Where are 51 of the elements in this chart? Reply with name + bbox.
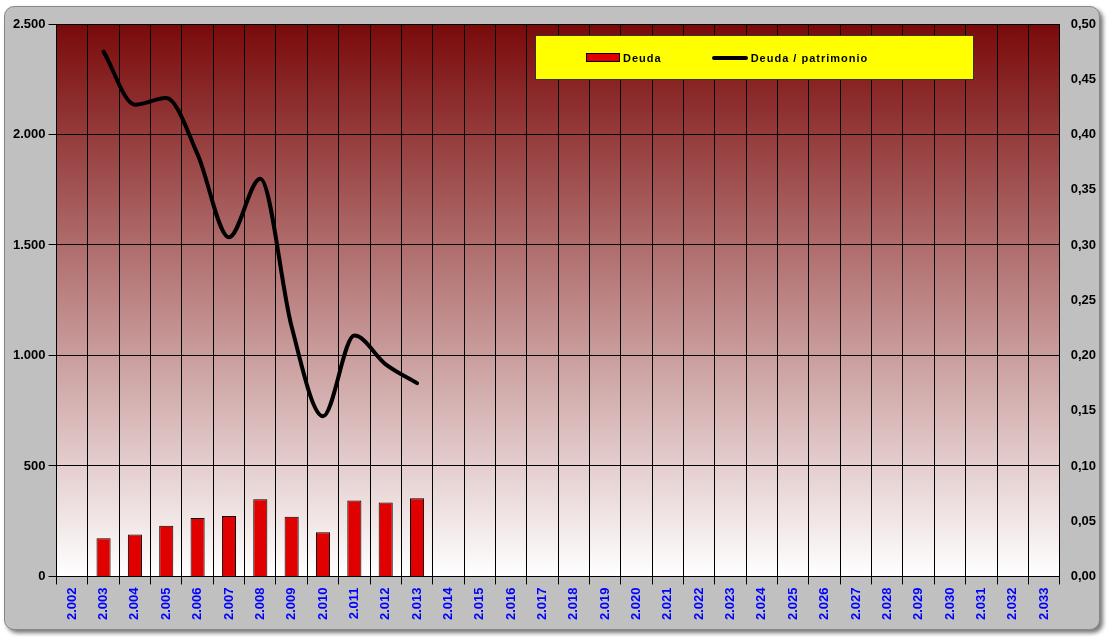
y2-tick-label: 0,50 — [1070, 15, 1097, 31]
y-tick-label: 2.500 — [12, 15, 46, 31]
x-tick-label: 2.008 — [251, 587, 267, 621]
x-tick-label: 2.027 — [847, 587, 863, 621]
x-tick-label: 2.024 — [753, 586, 769, 621]
x-tick-label: 2.031 — [972, 587, 988, 621]
y2-tick-label: 0,35 — [1070, 181, 1097, 197]
x-tick-label: 2.029 — [910, 587, 926, 621]
x-tick-label: 2.025 — [784, 587, 800, 621]
x-tick-label: 2.026 — [816, 587, 832, 621]
x-tick-label: 2.023 — [722, 587, 738, 621]
y-tick-label: 500 — [23, 457, 46, 473]
x-tick-label: 2.014 — [439, 586, 455, 621]
x-tick-label: 2.032 — [1004, 587, 1020, 621]
x-tick-label: 2.017 — [534, 587, 550, 621]
y2-tick-label: 0,15 — [1070, 402, 1097, 418]
x-tick-label: 2.004 — [126, 586, 142, 621]
x-tick-label: 2.007 — [220, 587, 236, 621]
legend-label: Deuda — [623, 51, 662, 64]
x-tick-label: 2.010 — [314, 587, 330, 621]
x-tick-label: 2.003 — [95, 587, 111, 621]
y2-tick-label: 0,40 — [1070, 126, 1097, 142]
y2-tick-label: 0,30 — [1070, 236, 1097, 252]
y-tick-label: 1.500 — [12, 236, 46, 252]
x-tick-label: 2.030 — [941, 587, 957, 621]
x-tick-label: 2.015 — [471, 587, 487, 621]
x-tick-label: 2.016 — [502, 587, 518, 621]
x-tick-label: 2.013 — [408, 587, 424, 621]
x-tick-label: 2.002 — [63, 587, 79, 621]
y-tick-label: 0 — [38, 568, 46, 584]
x-tick-label: 2.028 — [878, 587, 894, 621]
y2-tick-label: 0,25 — [1070, 291, 1097, 307]
y2-tick-label: 0,10 — [1070, 457, 1097, 473]
x-tick-label: 2.021 — [659, 587, 675, 621]
x-tick-label: 2.005 — [157, 587, 173, 621]
x-tick-label: 2.019 — [596, 587, 612, 621]
y-tick-label: 2.000 — [12, 126, 46, 142]
y2-tick-label: 0,00 — [1070, 568, 1097, 584]
y-tick-label: 1.000 — [12, 347, 46, 363]
legend-label: Deuda / patrimonio — [750, 51, 869, 64]
x-tick-label: 2.009 — [283, 587, 299, 621]
y2-tick-label: 0,20 — [1070, 347, 1097, 363]
x-tick-label: 2.018 — [565, 587, 581, 621]
x-tick-label: 2.011 — [345, 587, 361, 620]
x-tick-label: 2.012 — [377, 587, 393, 621]
y2-tick-label: 0,05 — [1070, 512, 1097, 528]
y2-tick-label: 0,45 — [1070, 70, 1097, 86]
x-tick-label: 2.022 — [690, 587, 706, 621]
x-tick-label: 2.006 — [189, 587, 205, 621]
x-tick-label: 2.020 — [628, 587, 644, 621]
x-tick-label: 2.033 — [1035, 587, 1051, 621]
